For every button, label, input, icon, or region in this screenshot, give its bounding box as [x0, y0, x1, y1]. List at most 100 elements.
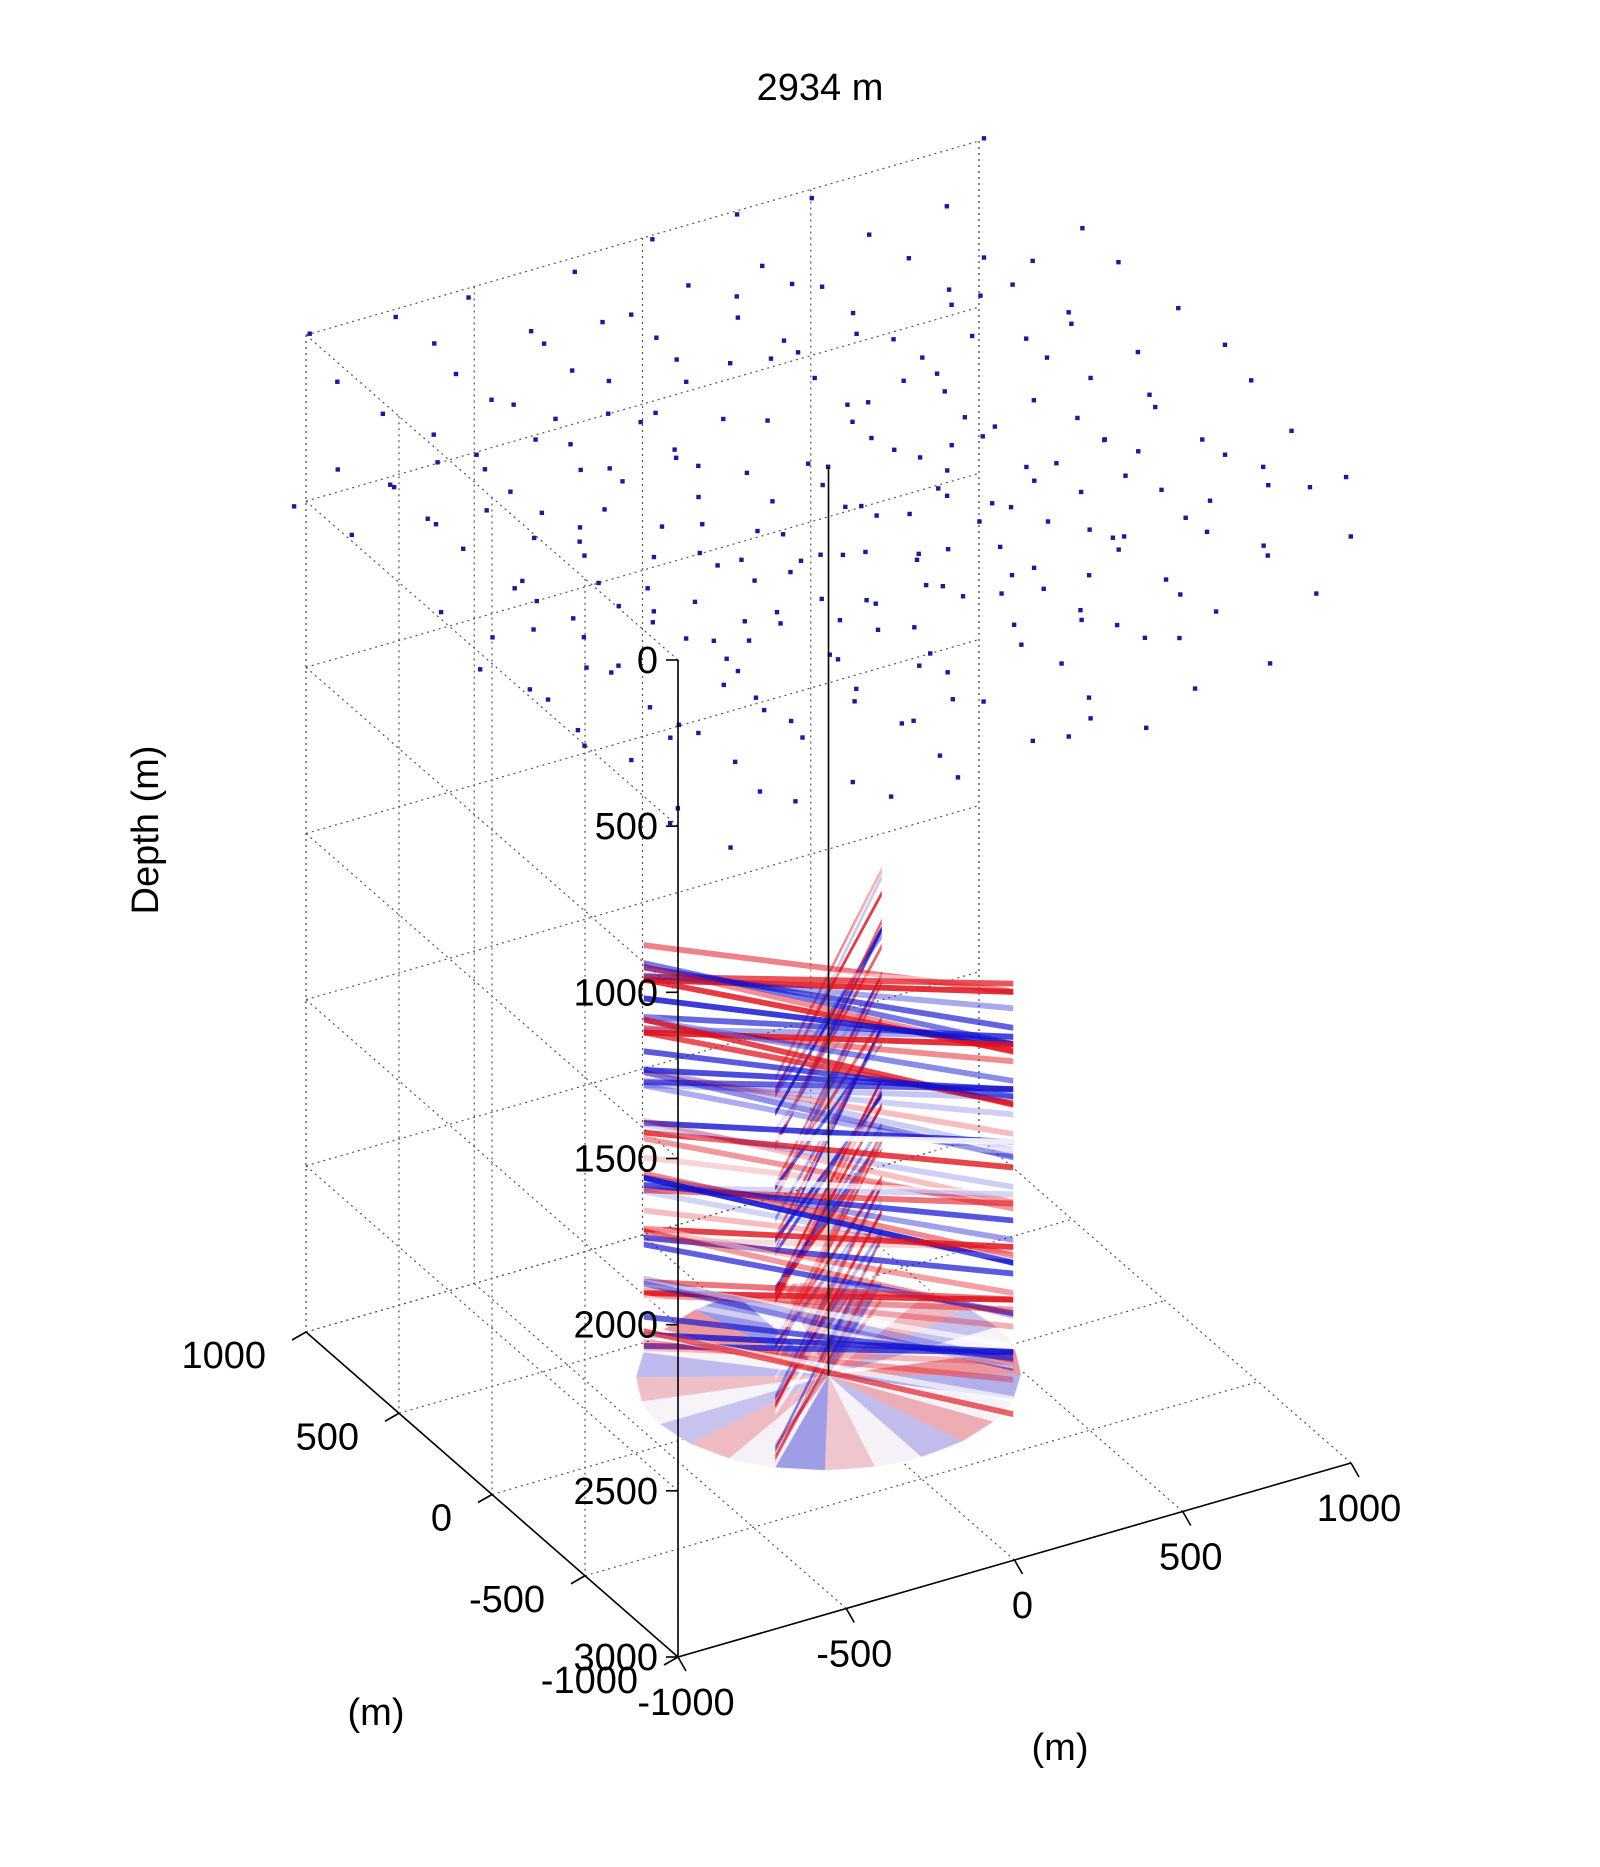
receiver-point	[960, 594, 966, 599]
receiver-point	[1307, 484, 1313, 490]
receiver-point	[667, 820, 673, 826]
grid-line	[305, 140, 980, 336]
receiver-point	[989, 501, 995, 506]
receiver-point	[739, 557, 744, 563]
receiver-point	[674, 357, 679, 362]
depth-slice-wedge	[828, 1375, 994, 1442]
receiver-point	[809, 195, 814, 201]
receiver-point	[1066, 734, 1071, 739]
receiver-point	[946, 287, 952, 292]
receiver-point	[1261, 543, 1266, 548]
depth-slice-wedge	[729, 1375, 829, 1468]
receiver-point	[1030, 738, 1035, 744]
receiver-point	[578, 467, 583, 473]
receiver-point	[789, 281, 795, 287]
receiver-point	[1176, 305, 1181, 311]
receiver-point	[291, 504, 297, 509]
receiver-point	[866, 232, 872, 237]
receiver-point	[906, 256, 912, 261]
receiver-point	[1222, 452, 1228, 457]
receiver-point	[512, 586, 517, 591]
receiver-point	[683, 636, 689, 641]
axes	[291, 659, 1360, 1672]
y-tick-mark	[384, 1412, 400, 1422]
y-tick-mark	[570, 1575, 586, 1585]
receiver-point	[798, 558, 804, 563]
receiver-point	[742, 619, 747, 624]
receiver-point	[825, 464, 831, 469]
receiver-point	[527, 687, 533, 692]
receiver-point	[934, 371, 940, 376]
depth-slice-wedge	[828, 1375, 962, 1457]
receiver-point	[1265, 553, 1270, 558]
receiver-point	[1116, 259, 1121, 265]
receiver-point	[1135, 349, 1141, 355]
y-tick-mark	[477, 1493, 493, 1504]
receiver-point	[651, 609, 657, 614]
receiver-point	[1088, 375, 1093, 381]
receiver-point	[949, 302, 954, 308]
receiver-point	[850, 779, 855, 785]
receiver-point	[746, 638, 752, 643]
receiver-point	[850, 419, 855, 425]
receiver-point	[582, 743, 587, 748]
receiver-point	[981, 136, 987, 141]
z-tick-label: 2000	[573, 1305, 658, 1347]
receiver-point	[778, 621, 783, 626]
receiver-point	[920, 355, 925, 360]
receiver-point	[433, 522, 439, 527]
receiver-point	[753, 695, 759, 700]
x-tick-mark	[1350, 1462, 1360, 1478]
receiver-point	[606, 411, 611, 416]
receiver-point	[721, 682, 726, 688]
receiver-point	[1144, 725, 1149, 731]
receiver-point	[907, 511, 912, 517]
receiver-point	[765, 418, 770, 423]
receiver-point	[1213, 609, 1219, 614]
receiver-point	[531, 627, 536, 632]
receiver-point	[806, 461, 811, 466]
receiver-point	[812, 375, 817, 381]
receiver-point	[1136, 449, 1141, 454]
receiver-point	[1267, 661, 1273, 666]
receiver-point	[969, 333, 975, 339]
receiver-point	[840, 552, 846, 558]
grid-line	[491, 1299, 1166, 1496]
receiver-point	[629, 757, 634, 763]
receiver-point	[650, 620, 656, 625]
receiver-point	[901, 378, 906, 383]
z-tick-label: 1000	[573, 972, 658, 1014]
receiver-point	[845, 402, 850, 407]
receiver-point	[1116, 547, 1121, 552]
receiver-point	[1200, 437, 1205, 442]
receiver-point	[827, 652, 832, 657]
receiver-point	[425, 516, 430, 521]
receiver-point	[686, 283, 691, 288]
z-tick-label: 500	[595, 806, 658, 848]
receiver-point	[916, 551, 921, 557]
receiver-point	[761, 707, 767, 713]
depth-slice-wedge	[641, 1375, 829, 1425]
receiver-point	[1045, 519, 1051, 524]
z-axis-title: Depth (m)	[125, 746, 167, 915]
receiver-point	[734, 212, 740, 217]
receiver-point	[553, 416, 558, 422]
receiver-point	[582, 553, 587, 558]
receiver-point	[647, 705, 653, 710]
receiver-point	[724, 656, 729, 661]
depth-slice-wedge	[828, 1375, 1014, 1422]
receiver-point	[1121, 534, 1127, 539]
receiver-point	[684, 379, 689, 385]
receiver-point	[520, 578, 525, 584]
receiver-point	[609, 670, 614, 675]
receiver-point	[1031, 398, 1037, 403]
receiver-point	[531, 535, 537, 541]
receiver-point	[676, 722, 682, 727]
chart-title: 2934 m	[757, 67, 884, 109]
depth-slice-wedge	[828, 1307, 997, 1376]
receiver-point	[335, 467, 340, 472]
receiver-point	[653, 410, 658, 416]
receiver-point	[999, 591, 1004, 596]
receiver-point	[645, 586, 650, 591]
receiver-point	[393, 314, 398, 320]
